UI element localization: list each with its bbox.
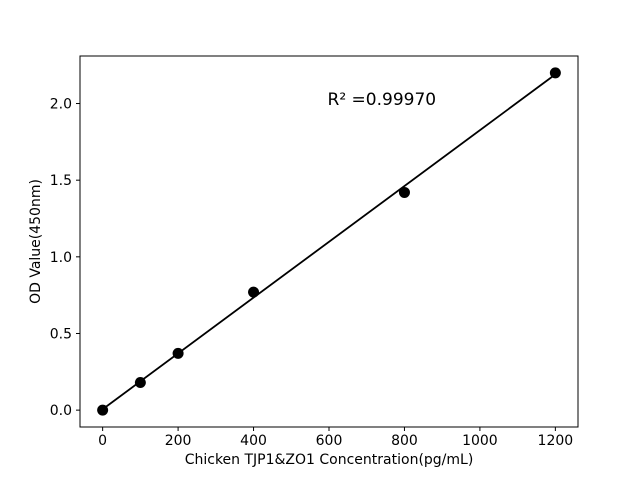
r-squared-annotation: R² =0.99970 <box>328 90 437 110</box>
x-tick-label: 800 <box>391 433 418 449</box>
x-tick-label: 400 <box>240 433 267 449</box>
y-tick-label: 1.0 <box>50 250 72 266</box>
data-point <box>172 347 184 359</box>
data-point <box>97 404 109 416</box>
x-tick-label: 1200 <box>538 433 574 449</box>
y-tick-label: 0.5 <box>50 326 72 342</box>
axes-border <box>79 55 579 428</box>
data-points <box>97 67 561 416</box>
x-tick-label: 200 <box>165 433 192 449</box>
y-tick-label: 2.0 <box>50 97 72 113</box>
x-tick-label: 600 <box>316 433 343 449</box>
y-tick-label: 0.0 <box>50 403 72 419</box>
axis-tick-labels: 0 200 400 600 800 1000 1200 0.0 0.5 1.0 1.5 2.0 <box>50 97 573 449</box>
x-axis-label: Chicken TJP1&ZO1 Concentration(pg/mL) <box>185 452 474 468</box>
data-point <box>549 67 561 79</box>
data-point <box>248 286 260 298</box>
data-point <box>398 186 410 198</box>
y-axis-label: OD Value(450nm) <box>28 179 44 304</box>
y-tick-label: 1.5 <box>50 173 72 189</box>
axis-ticks <box>76 103 556 431</box>
x-tick-label: 0 <box>98 433 107 449</box>
x-tick-label: 1000 <box>462 433 498 449</box>
data-point <box>134 377 146 389</box>
